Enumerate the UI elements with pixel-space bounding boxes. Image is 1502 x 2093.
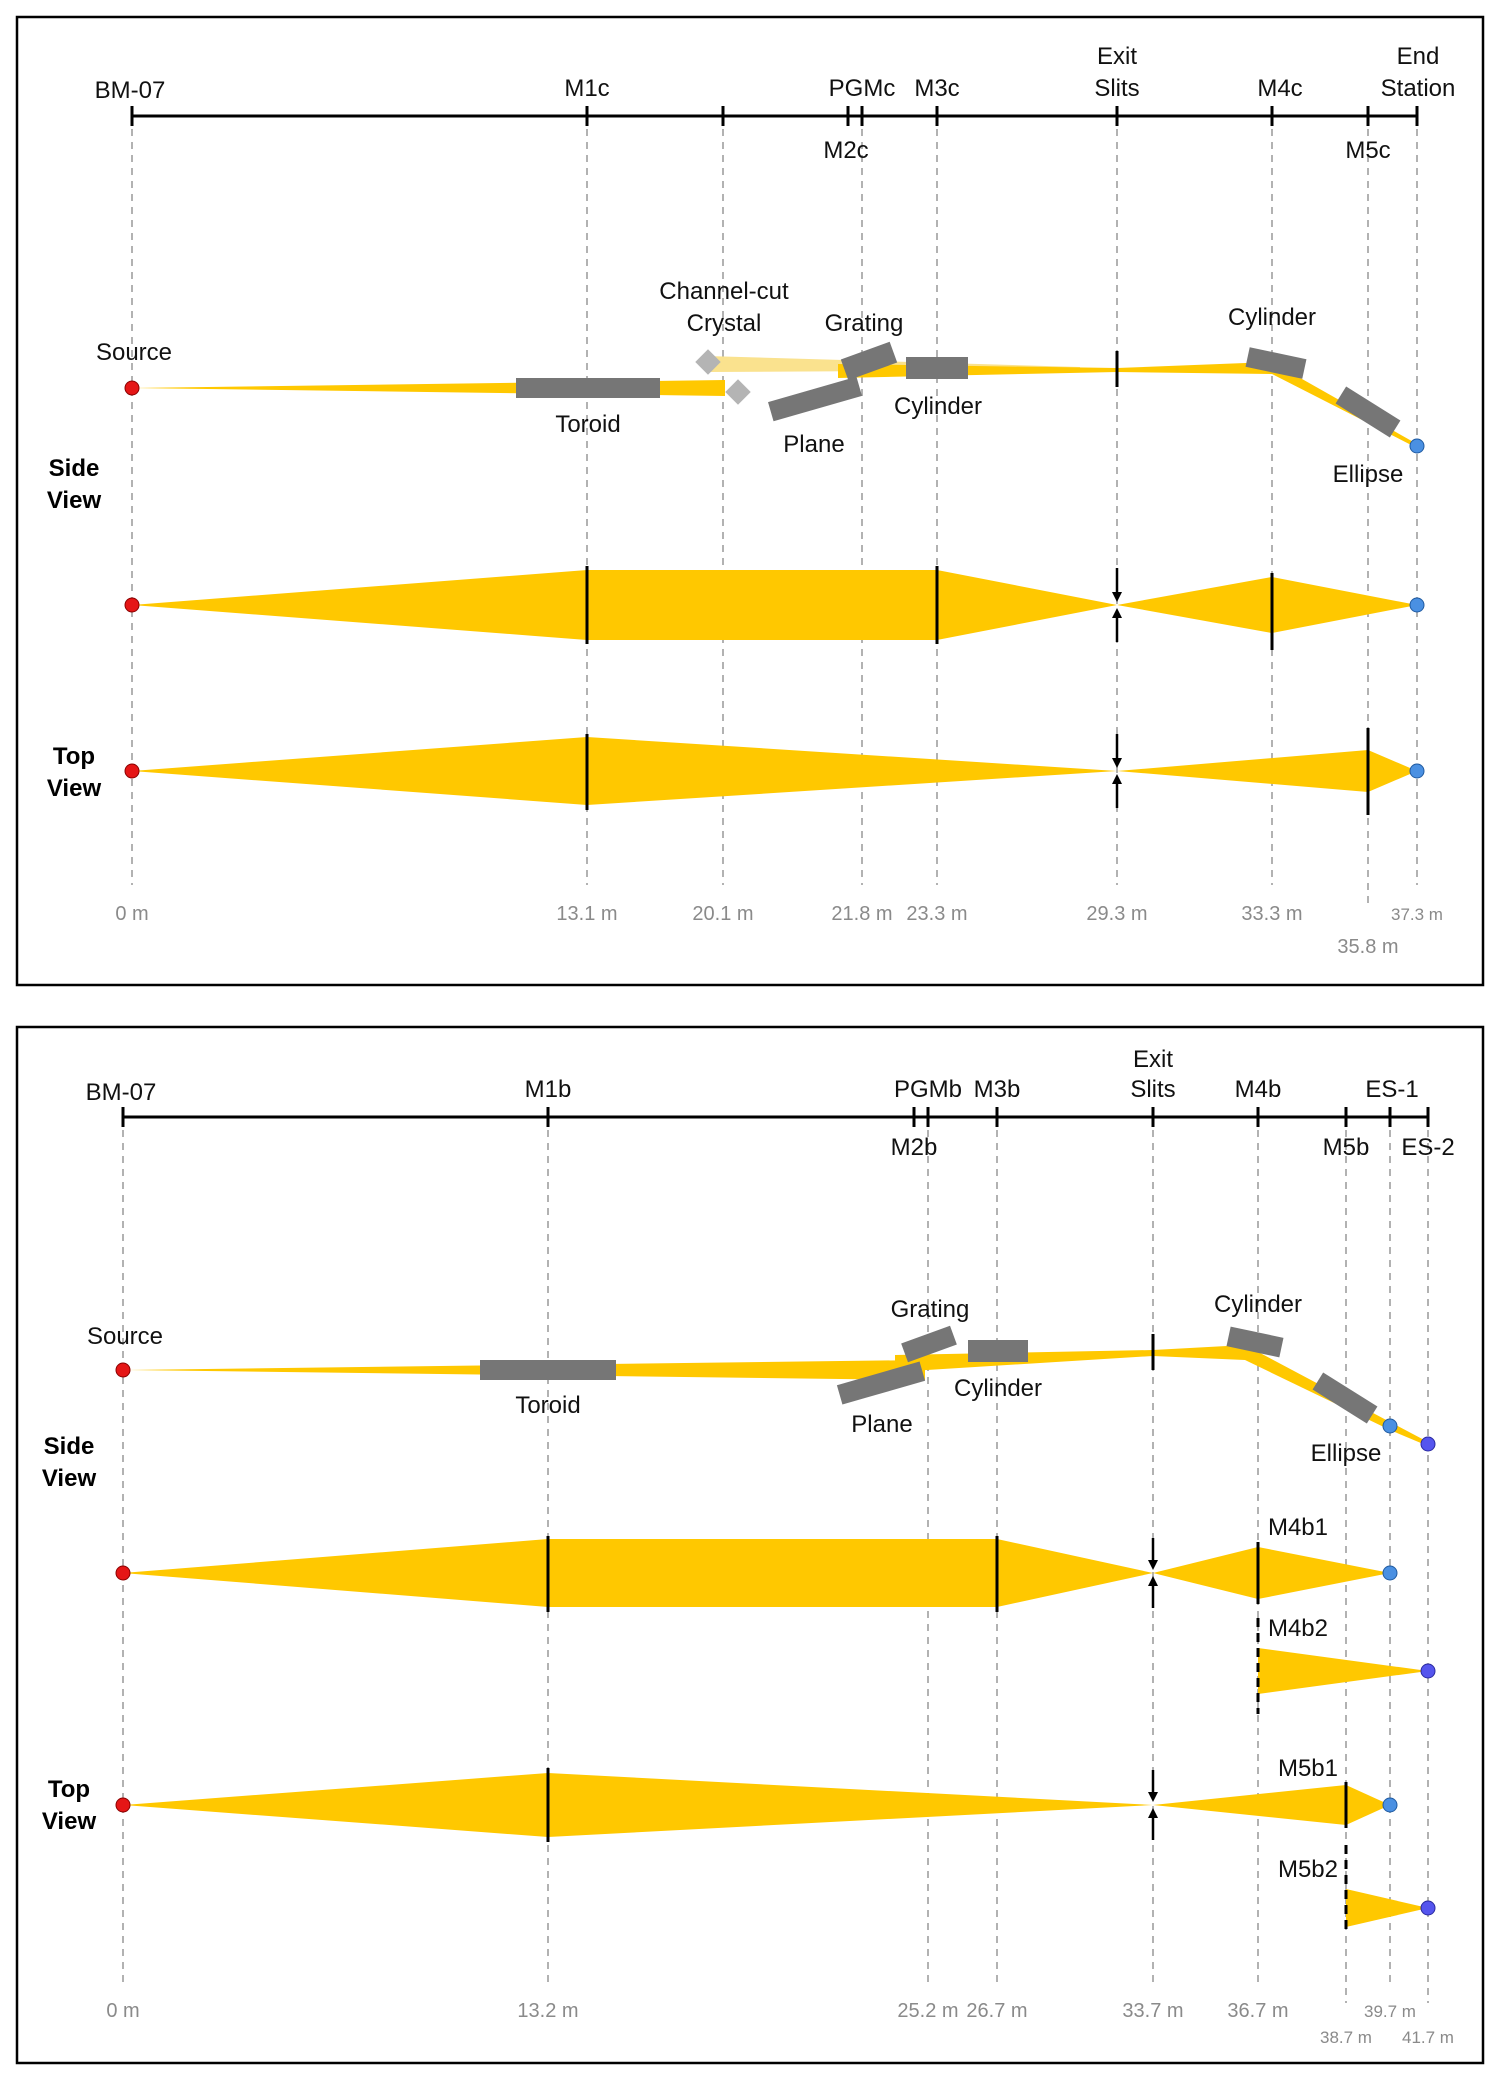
b-dist-3: 26.7 m xyxy=(966,2000,1027,2022)
b-cylinder-label: Cylinder xyxy=(954,1375,1042,1402)
b-top-view-title-2: View xyxy=(42,1808,97,1835)
c-end-label: End xyxy=(1397,43,1440,70)
b-beamline-label: BM-07 xyxy=(86,1079,157,1106)
b-cylinder-top-label: Cylinder xyxy=(1214,1291,1302,1318)
c-slits-label: Slits xyxy=(1094,75,1139,102)
c-side-view-beam xyxy=(124,341,1425,454)
panel-b-axis xyxy=(121,1107,1430,1127)
panel-c-frame xyxy=(15,15,1485,987)
c-dist-6: 33.3 m xyxy=(1241,903,1302,925)
panel-b-frame xyxy=(15,1025,1485,2065)
c-channelcut-label: Channel-cut xyxy=(659,278,789,305)
b-m1-label: M1b xyxy=(525,1076,572,1103)
c-dist-1: 13.1 m xyxy=(556,903,617,925)
c-pgm-label: PGMc xyxy=(829,75,896,102)
c-top-view-title-2: View xyxy=(47,775,102,802)
b-m4b1-label: M4b1 xyxy=(1268,1514,1328,1541)
b-dist-4: 33.7 m xyxy=(1122,2000,1183,2022)
c-beamline-label: BM-07 xyxy=(95,77,166,104)
c-grating-label: Grating xyxy=(825,310,904,337)
b-dist-5: 36.7 m xyxy=(1227,2000,1288,2022)
c-cylinder-label: Cylinder xyxy=(894,393,982,420)
c-side-view-title-2: View xyxy=(47,487,102,514)
c-side-view-envelope xyxy=(124,566,1425,650)
c-top-view-title-1: Top xyxy=(53,743,95,770)
b-slits-label: Slits xyxy=(1130,1076,1175,1103)
c-dist-2: 20.1 m xyxy=(692,903,753,925)
b-es1-label: ES-1 xyxy=(1365,1076,1418,1103)
b-grating-label: Grating xyxy=(891,1296,970,1323)
b-m5-label: M5b xyxy=(1323,1134,1370,1161)
c-cylinder-top-label: Cylinder xyxy=(1228,304,1316,331)
b-side-view-beam xyxy=(115,1325,1436,1452)
c-source-label: Source xyxy=(96,339,172,366)
b-plane-label: Plane xyxy=(851,1411,912,1438)
b-pgm-label: PGMb xyxy=(894,1076,962,1103)
c-toroid-label: Toroid xyxy=(555,411,620,438)
c-m5-label: M5c xyxy=(1345,137,1390,164)
c-side-view-title-1: Side xyxy=(49,455,100,482)
b-dist-2: 25.2 m xyxy=(897,2000,958,2022)
c-m2-label: M2c xyxy=(823,137,868,164)
b-exit-label: Exit xyxy=(1133,1046,1173,1073)
c-plane-label: Plane xyxy=(783,431,844,458)
b-m5b1-label: M5b1 xyxy=(1278,1755,1338,1782)
c-station-label: Station xyxy=(1381,75,1456,102)
b-m3-label: M3b xyxy=(974,1076,1021,1103)
b-toroid-label: Toroid xyxy=(515,1392,580,1419)
b-es2-label: ES-2 xyxy=(1401,1134,1454,1161)
b-dist-1: 13.2 m xyxy=(517,2000,578,2022)
c-m4-label: M4c xyxy=(1257,75,1302,102)
c-ellipse-label: Ellipse xyxy=(1333,461,1404,488)
b-side-view-envelope xyxy=(115,1536,1436,1714)
panel-c-axis xyxy=(130,106,1419,126)
b-dist-7: 38.7 m xyxy=(1320,2028,1372,2047)
b-ellipse-label: Ellipse xyxy=(1311,1440,1382,1467)
b-m4-label: M4b xyxy=(1235,1076,1282,1103)
b-top-view-envelope xyxy=(115,1768,1436,1930)
c-crystal-label: Crystal xyxy=(687,310,762,337)
c-dist-0: 0 m xyxy=(115,903,148,925)
b-side-view-title-1: Side xyxy=(44,1433,95,1460)
c-dist-8: 35.8 m xyxy=(1337,936,1398,958)
c-top-view-envelope xyxy=(124,728,1425,815)
b-source-label: Source xyxy=(87,1323,163,1350)
c-dist-5: 29.3 m xyxy=(1086,903,1147,925)
panel-c: BM-07 M1c PGMc M3c Exit Slits M4c End St… xyxy=(15,15,1485,987)
b-m4b2-label: M4b2 xyxy=(1268,1615,1328,1642)
c-m1-label: M1c xyxy=(564,75,609,102)
c-side-source-dot xyxy=(124,380,140,396)
b-dist-8: 41.7 m xyxy=(1402,2028,1454,2047)
b-dist-0: 0 m xyxy=(106,2000,139,2022)
c-exit-label: Exit xyxy=(1097,43,1137,70)
panel-b: BM-07 M1b PGMb M3b Exit Slits M4b ES-1 M… xyxy=(15,1025,1485,2065)
c-dist-4: 23.3 m xyxy=(906,903,967,925)
c-dist-3: 21.8 m xyxy=(831,903,892,925)
b-side-view-title-2: View xyxy=(42,1465,97,1492)
b-dist-6: 39.7 m xyxy=(1364,2002,1416,2021)
c-dist-7: 37.3 m xyxy=(1391,905,1443,924)
b-top-view-title-1: Top xyxy=(48,1776,90,1803)
c-m3-label: M3c xyxy=(914,75,959,102)
b-m5b2-label: M5b2 xyxy=(1278,1856,1338,1883)
c-side-end-dot xyxy=(1409,438,1425,454)
b-m2-label: M2b xyxy=(891,1134,938,1161)
